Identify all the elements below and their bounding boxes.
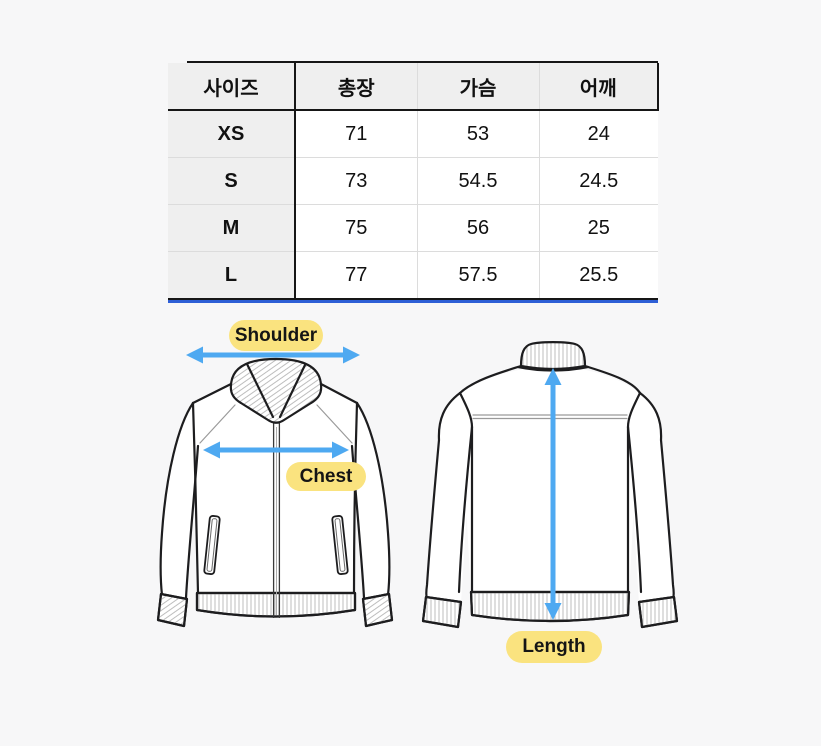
row-label-l: L (168, 251, 296, 300)
row-label-xs: XS (168, 110, 296, 158)
shoulder-arrow (186, 346, 360, 364)
col-header-chest: 가슴 (417, 63, 540, 111)
col-header-shoulder: 어깨 (539, 63, 659, 111)
table-row-s: S 73 54.5 24.5 (168, 157, 658, 205)
row-label-s: S (168, 157, 296, 205)
cell-xs-length: 71 (295, 110, 418, 158)
cell-l-chest: 57.5 (417, 251, 540, 300)
shoulder-label-badge: Shoulder (229, 320, 323, 351)
cell-l-length: 77 (295, 251, 418, 300)
pocket-right (331, 515, 349, 575)
cell-m-chest: 56 (417, 204, 540, 252)
shoulder-label-text: Shoulder (234, 324, 318, 346)
table-top-border (187, 61, 658, 63)
size-table: 사이즈 총장 가슴 어깨 XS 71 53 24 S 73 54.5 24.5 … (168, 63, 659, 300)
chest-label-badge: Chest (286, 462, 366, 491)
row-label-m: M (168, 204, 296, 252)
cell-s-length: 73 (295, 157, 418, 205)
col-header-total-length: 총장 (295, 63, 418, 111)
pocket-left (203, 515, 221, 575)
jacket-back-illustration (421, 341, 679, 629)
length-arrow (544, 368, 562, 620)
cell-m-length: 75 (295, 204, 418, 252)
length-label-badge: Length (506, 631, 602, 663)
cell-xs-shoulder: 24 (539, 110, 658, 158)
col-header-size: 사이즈 (168, 63, 296, 111)
table-row-xs: XS 71 53 24 (168, 110, 658, 158)
cell-xs-chest: 53 (417, 110, 540, 158)
cell-s-shoulder: 24.5 (539, 157, 658, 205)
cell-m-shoulder: 25 (539, 204, 658, 252)
size-guide-diagram (156, 341, 679, 629)
cell-l-shoulder: 25.5 (539, 251, 658, 300)
table-row-m: M 75 56 25 (168, 204, 658, 252)
cell-s-chest: 54.5 (417, 157, 540, 205)
table-accent-underline (168, 300, 658, 303)
chest-arrow (203, 441, 349, 459)
chest-label-text: Chest (299, 465, 353, 487)
jacket-front-illustration (156, 357, 394, 628)
table-row-l: L 77 57.5 25.5 (168, 251, 658, 300)
table-header-row: 사이즈 총장 가슴 어깨 (168, 63, 659, 111)
length-label-text: Length (522, 636, 586, 657)
